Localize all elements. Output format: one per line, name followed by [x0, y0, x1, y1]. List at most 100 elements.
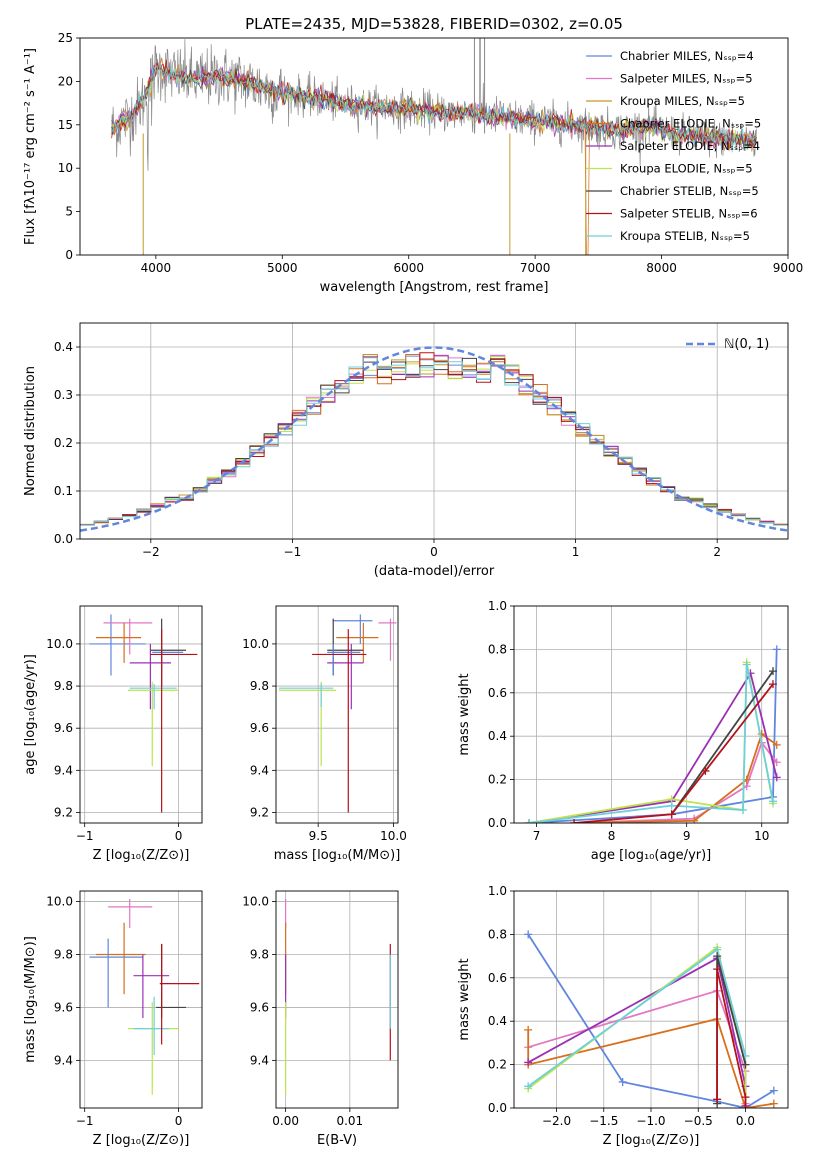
y-tick-label: 9.8 [250, 948, 269, 962]
legend-label: Chabrier STELIB, Nₛₛₚ=5 [620, 184, 759, 198]
error-bar-point [327, 643, 361, 676]
y-tick-label: 9.6 [250, 1000, 269, 1014]
chart-title: PLATE=2435, MJD=53828, FIBERID=0302, z=0… [245, 15, 623, 33]
data-point-marker [741, 1093, 750, 1102]
y-tick-label: 9.6 [250, 721, 269, 735]
x-tick-label: 9000 [773, 261, 804, 275]
x-tick-label: 8 [608, 829, 616, 843]
x-tick-label: 2 [713, 545, 721, 559]
y-tick-label: 10.0 [242, 895, 269, 909]
x-tick-label: 0 [175, 1114, 183, 1128]
data-point-marker [768, 667, 777, 676]
axes-mass_vs_Z: −1 0 9.4 9.6 9.8 10.0 Z [log₁₀(Z/Z⊙)] mass [log… [23, 891, 202, 1148]
axes-spectrum: 4000 5000 6000 7000 8000 9000 0 5 10 15 20 25 wavele… [23, 15, 803, 295]
axes-frame [275, 890, 399, 1109]
error-bar-point [129, 683, 177, 710]
data-point-marker [713, 952, 722, 961]
mass-weight-series-line [574, 683, 774, 823]
x-tick-label: −0.5 [684, 1114, 713, 1128]
data-point-marker [772, 645, 781, 654]
x-axis-label: Z [log₁₀(Z/Z⊙)] [93, 848, 190, 863]
x-axis-label: mass [log₁₀(M/M⊙)] [274, 848, 401, 863]
data-point-marker [757, 730, 766, 739]
plot-area-mass_vs_ebv [285, 898, 391, 1095]
x-axis-label: E(B-V) [317, 1133, 357, 1148]
x-tick-label: −1 [284, 545, 302, 559]
data-point-marker [524, 930, 533, 939]
x-axis-label: Z [log₁₀(Z/Z⊙)] [603, 1133, 700, 1148]
error-bar-point [336, 622, 379, 663]
y-tick-label: 0.6 [488, 686, 507, 700]
plot-area-residuals [80, 346, 788, 532]
data-point-marker [524, 1025, 533, 1034]
axes-frame [79, 322, 789, 540]
mass-weight-series-line [528, 671, 778, 823]
error-bar-point [279, 683, 334, 708]
y-axis-label: Flux [fλ10⁻¹⁷ erg cm⁻² s⁻¹ A⁻¹] [23, 48, 38, 245]
y-tick-label: 25 [58, 31, 73, 45]
x-tick-label: 6000 [393, 261, 424, 275]
y-tick-label: 0.2 [488, 1058, 507, 1072]
plot-area-age_vs_mass [279, 614, 397, 813]
x-tick-label: 0.00 [272, 1114, 299, 1128]
data-point-marker [618, 1077, 627, 1086]
y-tick-label: 0.4 [488, 729, 507, 743]
x-tick-label: 7000 [520, 261, 551, 275]
mass-weight-series-line [528, 662, 774, 823]
y-axis-label: mass weight [457, 673, 472, 755]
y-tick-label: 0.0 [488, 816, 507, 830]
y-tick-label: 0.8 [488, 642, 507, 656]
x-tick-label: 10.0 [380, 829, 407, 843]
data-point-marker [741, 1060, 750, 1069]
error-bar-point [95, 622, 141, 663]
x-axis-label: (data-model)/error [374, 564, 495, 579]
data-point-marker [701, 766, 710, 775]
mass-weight-series-line [528, 664, 774, 823]
y-tick-label: 9.8 [54, 948, 73, 962]
mass-weight-series-line [528, 649, 778, 823]
x-tick-label: 10 [754, 829, 769, 843]
data-point-marker [713, 1095, 722, 1104]
error-bar-point [133, 996, 170, 1056]
x-tick-label: −1.0 [636, 1114, 665, 1128]
y-tick-label: 10.0 [46, 895, 73, 909]
data-point-marker [667, 801, 676, 810]
y-tick-label: 10.0 [46, 637, 73, 651]
plot-area-spectrum [111, 38, 757, 255]
error-bar-point [127, 681, 179, 767]
x-tick-label: −2.0 [542, 1114, 571, 1128]
data-point-marker [772, 758, 781, 767]
error-bar-point [327, 618, 364, 676]
data-point-marker [738, 805, 747, 814]
axes-age_vs_mass: 9.5 10.0 9.2 9.4 9.6 9.8 10.0 mass [log₁₀(M/M⊙)… [242, 606, 407, 863]
y-tick-label: 9.4 [54, 1053, 73, 1067]
y-tick-label: 0.0 [488, 1101, 507, 1115]
y-tick-label: 20 [58, 74, 73, 88]
y-tick-label: 9.8 [250, 679, 269, 693]
data-point-marker [690, 816, 699, 823]
axes-frame [79, 37, 789, 256]
error-bar-point [108, 898, 153, 929]
data-point-marker [772, 773, 781, 782]
data-point-marker [769, 1099, 778, 1108]
mass-weight-series-line [527, 956, 747, 1106]
legend-label: Salpeter ELODIE, Nₛₛₚ=4 [620, 139, 760, 153]
x-tick-label: 0.01 [336, 1114, 363, 1128]
data-point-marker [524, 1058, 533, 1067]
error-bar-point [333, 614, 373, 644]
model-series-line [111, 59, 757, 149]
y-tick-label: 9.6 [54, 721, 73, 735]
legend-residuals: ℕ(0, 1) [686, 337, 769, 352]
y-axis-label: mass [log₁₀(M/M⊙)] [23, 936, 38, 1063]
y-tick-label: 9.8 [54, 679, 73, 693]
data-point-marker [768, 680, 777, 689]
x-axis-label: Z [log₁₀(Z/Z⊙)] [93, 1133, 190, 1148]
error-bar-point [95, 922, 146, 995]
legend-label: Chabrier MILES, Nₛₛₚ=4 [620, 49, 754, 63]
y-tick-label: 9.2 [54, 805, 73, 819]
error-bar-point [279, 681, 337, 767]
axes-frame [513, 605, 789, 824]
axes-mw_vs_age: 7 8 9 10 0.0 0.2 0.4 0.6 0.8 1.0 age [log₁₀(age/yr… [457, 599, 788, 863]
legend-label: Kroupa STELIB, Nₛₛₚ=5 [620, 229, 750, 243]
